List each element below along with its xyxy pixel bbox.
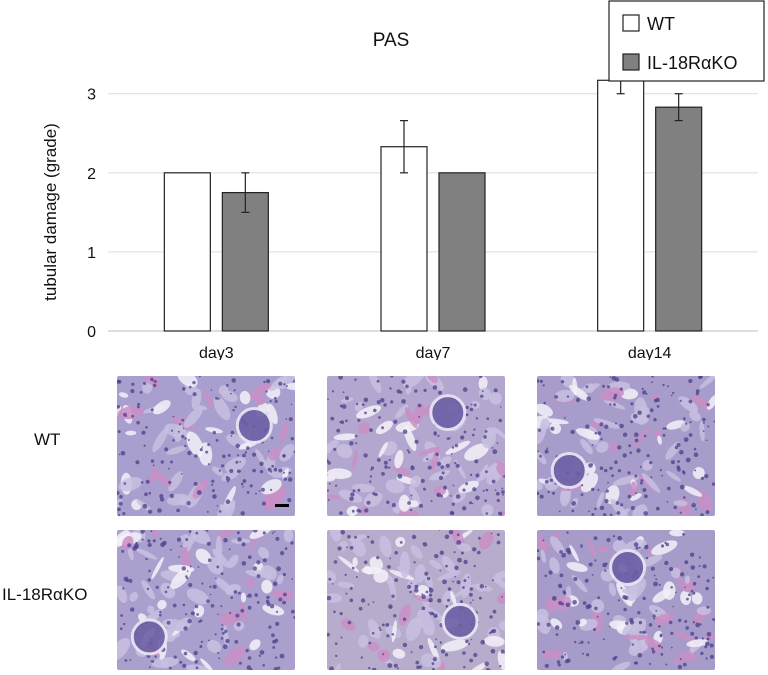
error-bar [400, 120, 408, 174]
x-tick-labels: day3 day7 day14 [199, 345, 672, 360]
x-tick-label: day7 [416, 345, 451, 360]
histology-image-wt-day3 [117, 376, 295, 516]
y-tick-label: 3 [87, 87, 96, 104]
legend-label-wt: WT [647, 14, 675, 34]
grid-lines [108, 93, 758, 332]
row-label-ko: IL-18RαKO [2, 585, 88, 604]
histology-image-ko-day3 [117, 530, 295, 670]
bar-ko-day14 [655, 106, 703, 332]
scale-bar [275, 504, 289, 507]
bar-wt-day3 [163, 172, 211, 332]
histology-image-ko-day7 [327, 530, 505, 670]
y-tick-labels: 0 1 2 3 [87, 87, 96, 341]
error-bar [241, 172, 250, 213]
y-tick-label: 2 [87, 166, 96, 183]
x-tick-label: day3 [199, 345, 234, 360]
bar-wt-day7 [380, 146, 428, 332]
bar-ko-day3 [221, 191, 269, 332]
row-label-wt: WT [34, 430, 61, 449]
error-bar [674, 93, 683, 122]
histology-image-ko-day14 [537, 530, 715, 670]
bar-chart: PAS tubular damage (grade) 0 1 2 3 day3 day7… [41, 0, 765, 360]
bars-group [163, 79, 703, 332]
x-tick-label: day14 [628, 345, 672, 360]
chart-title: PAS [373, 30, 410, 51]
histology-image-wt-day14 [537, 376, 715, 516]
bar-ko-day7 [438, 172, 486, 332]
legend: WT IL-18RαKO [608, 0, 765, 82]
y-axis-label: tubular damage (grade) [41, 123, 60, 301]
y-tick-label: 1 [87, 245, 96, 262]
bar-wt-day14 [597, 79, 645, 332]
legend-label-ko: IL-18RαKO [647, 53, 737, 73]
legend-swatch-wt [622, 14, 640, 32]
histology-image-wt-day7 [327, 376, 505, 516]
y-tick-label: 0 [87, 324, 96, 341]
legend-swatch-ko [622, 53, 640, 71]
